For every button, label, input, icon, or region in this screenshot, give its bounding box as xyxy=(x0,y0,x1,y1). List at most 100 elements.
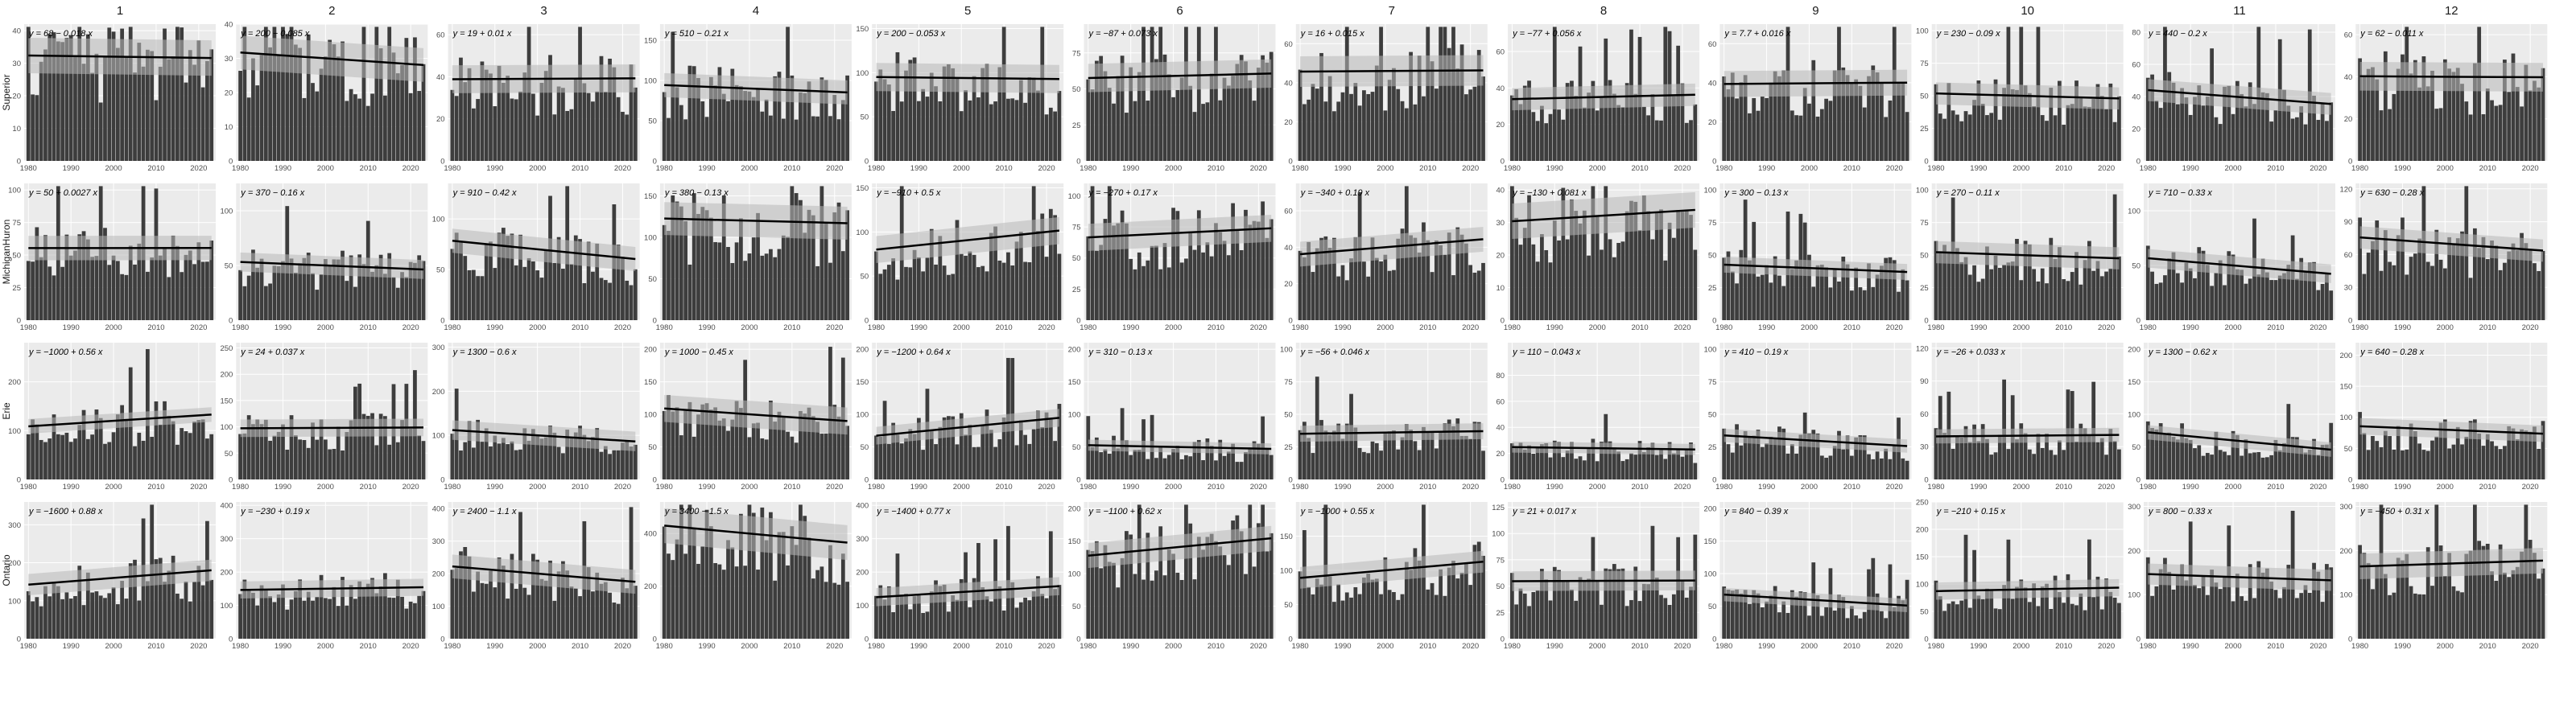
bar xyxy=(1777,275,1781,320)
y-tick-label: 100 xyxy=(1068,570,1081,579)
y-tick-label: 20 xyxy=(225,89,233,98)
bar xyxy=(150,51,155,161)
y-tick-label: 0 xyxy=(2348,317,2352,326)
bar xyxy=(1443,27,1447,162)
bar xyxy=(319,68,324,161)
x-tick-label: 2020 xyxy=(1886,642,1903,651)
bar xyxy=(1439,245,1443,320)
bar xyxy=(2307,449,2312,479)
bar xyxy=(374,445,379,479)
x-tick-label: 1980 xyxy=(868,483,885,492)
bar xyxy=(708,409,713,479)
y-tick-label: 300 xyxy=(432,343,445,352)
bar xyxy=(1680,212,1685,320)
bar xyxy=(1578,577,1583,639)
bar xyxy=(1353,586,1358,639)
y-tick-label: 100 xyxy=(644,77,657,86)
x-tick-label: 2010 xyxy=(360,323,377,332)
bar xyxy=(1972,100,1976,161)
x-tick-label: 2000 xyxy=(2013,483,2029,492)
x-tick-label: 2010 xyxy=(2267,164,2284,173)
y-tick-label: 50 xyxy=(1708,252,1717,261)
bar xyxy=(578,239,582,320)
bar xyxy=(276,431,281,479)
bar xyxy=(1879,265,1884,320)
bar xyxy=(2248,564,2252,639)
bar xyxy=(530,93,535,161)
bar xyxy=(1248,504,1253,639)
bar xyxy=(1946,83,1951,161)
bar xyxy=(2438,422,2443,479)
bar xyxy=(133,72,137,161)
bar xyxy=(1357,447,1362,479)
bar xyxy=(1244,574,1248,639)
x-tick-label: 1980 xyxy=(1715,642,1732,651)
bar xyxy=(683,221,688,320)
y-tick-label: 50 xyxy=(1920,93,1929,101)
bar xyxy=(2193,448,2197,479)
bar xyxy=(2032,269,2037,320)
bar xyxy=(2464,553,2469,639)
y-tick-label: 50 xyxy=(1920,608,1929,617)
y-tick-label: 100 xyxy=(1068,192,1081,201)
x-tick-label: 1980 xyxy=(1080,323,1096,332)
bar xyxy=(2460,444,2464,479)
bar xyxy=(387,27,392,162)
bar xyxy=(756,212,760,320)
trend-line xyxy=(1088,537,1272,557)
bar xyxy=(573,588,578,639)
bar xyxy=(2163,275,2167,320)
x-tick-label: 2000 xyxy=(105,323,122,332)
bar xyxy=(1604,186,1608,320)
bar xyxy=(1620,107,1625,161)
bar xyxy=(1235,515,1240,639)
bar xyxy=(1327,576,1332,639)
bar xyxy=(391,52,396,161)
bar xyxy=(1997,267,2002,320)
x-tick-label: 1980 xyxy=(656,642,673,651)
x-tick-label: 1980 xyxy=(2351,483,2368,492)
bar xyxy=(739,513,743,639)
bar xyxy=(1663,459,1668,479)
bar xyxy=(1413,548,1418,639)
bar xyxy=(2425,86,2430,161)
bar xyxy=(1743,75,1748,161)
bar xyxy=(272,435,277,479)
trend-line xyxy=(240,51,424,67)
bar xyxy=(2366,450,2371,479)
y-tick-label: 200 xyxy=(432,570,445,579)
bar xyxy=(582,283,587,320)
bar xyxy=(281,27,285,162)
bar xyxy=(2171,252,2176,320)
bar xyxy=(1980,599,1985,639)
y-tick-label: 120 xyxy=(2339,185,2352,194)
x-tick-label: 1980 xyxy=(20,642,37,651)
y-tick-label: 0 xyxy=(229,158,233,167)
bar xyxy=(1574,459,1579,479)
bar xyxy=(565,570,570,639)
bar xyxy=(980,265,985,320)
bar xyxy=(786,237,790,320)
bar xyxy=(480,276,485,320)
bar xyxy=(2460,84,2464,161)
bar xyxy=(2214,273,2219,320)
bar xyxy=(60,434,64,479)
bar xyxy=(2015,238,2019,320)
bar xyxy=(103,598,107,639)
bar xyxy=(1196,537,1201,639)
bar xyxy=(2231,113,2235,161)
bar xyxy=(1730,452,1735,479)
bar xyxy=(2388,436,2392,479)
trend-line xyxy=(452,240,636,261)
bar xyxy=(341,450,345,479)
bar xyxy=(955,220,960,320)
bar xyxy=(1336,584,1341,639)
bar xyxy=(687,264,692,320)
x-tick-label: 1980 xyxy=(2351,164,2368,173)
bar xyxy=(769,401,773,479)
bar xyxy=(1663,260,1668,320)
bar xyxy=(2507,426,2512,479)
y-tick-label: 0 xyxy=(17,317,21,326)
bar xyxy=(1116,587,1121,639)
